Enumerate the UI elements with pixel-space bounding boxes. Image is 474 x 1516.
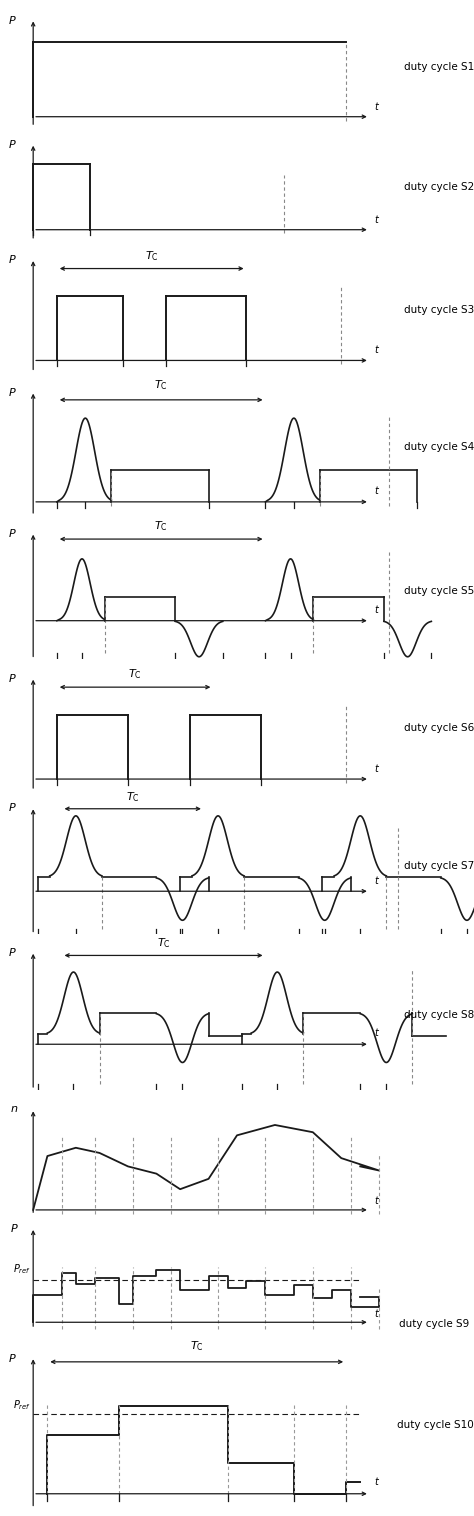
Text: P: P [9,388,15,399]
Text: duty cycle S6: duty cycle S6 [404,723,474,734]
Text: P: P [9,948,15,958]
Text: duty cycle S1: duty cycle S1 [404,62,474,73]
Text: P: P [9,803,15,813]
Text: P: P [9,529,15,538]
Text: $T_\mathrm{C}$: $T_\mathrm{C}$ [145,249,158,262]
Text: duty cycle S8: duty cycle S8 [404,1010,474,1020]
Text: t: t [374,876,378,885]
Text: P: P [11,1223,18,1234]
Text: duty cycle S7: duty cycle S7 [404,861,474,870]
Text: duty cycle S5: duty cycle S5 [404,585,474,596]
Text: t: t [374,1477,378,1487]
Text: t: t [374,487,378,496]
Text: $P_{ref}$: $P_{ref}$ [13,1398,31,1411]
Text: P: P [9,139,15,150]
Text: $T_\mathrm{C}$: $T_\mathrm{C}$ [157,935,170,949]
Text: duty cycle S2: duty cycle S2 [404,182,474,193]
Text: t: t [374,1028,378,1038]
Text: $T_\mathrm{C}$: $T_\mathrm{C}$ [128,667,142,681]
Text: $T_\mathrm{C}$: $T_\mathrm{C}$ [126,790,139,803]
Text: P: P [9,255,15,265]
Text: t: t [374,764,378,775]
Text: P: P [9,675,15,684]
Text: $P_{ref}$: $P_{ref}$ [13,1263,31,1276]
Text: t: t [374,605,378,615]
Text: t: t [374,215,378,226]
Text: duty cycle S9: duty cycle S9 [399,1319,469,1328]
Text: duty cycle S10: duty cycle S10 [397,1420,474,1430]
Text: t: t [374,346,378,355]
Text: P: P [9,15,15,26]
Text: t: t [374,1308,378,1319]
Text: t: t [374,102,378,112]
Text: duty cycle S4: duty cycle S4 [404,443,474,452]
Text: P: P [9,1354,15,1364]
Text: $T_\mathrm{C}$: $T_\mathrm{C}$ [190,1340,203,1354]
Text: duty cycle S3: duty cycle S3 [404,305,474,314]
Text: n: n [11,1105,18,1114]
Text: $T_\mathrm{C}$: $T_\mathrm{C}$ [155,520,168,534]
Text: $T_\mathrm{C}$: $T_\mathrm{C}$ [155,379,168,393]
Text: t: t [374,1196,378,1205]
